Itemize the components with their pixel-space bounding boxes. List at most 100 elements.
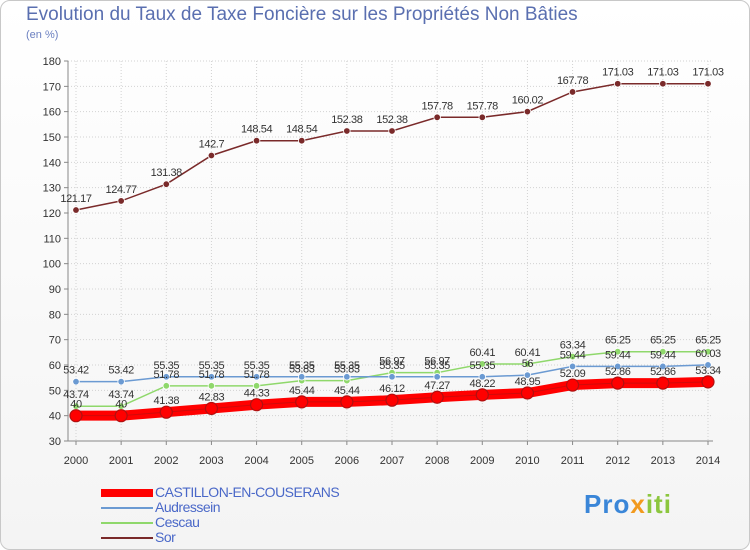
x-tick-label: 2003 [199,455,223,467]
data-label: 55.35 [379,360,405,372]
data-label: 157.78 [422,100,454,112]
data-label: 152.38 [376,114,408,126]
data-label: 60.03 [695,348,721,360]
data-label: 55.35 [470,360,496,372]
y-tick-label: 60 [49,360,61,372]
data-point [69,409,83,423]
data-label: 46.12 [379,383,405,395]
y-tick-label: 110 [43,233,61,245]
data-label: 157.78 [467,100,499,112]
data-label: 53.42 [63,365,89,377]
data-point [252,136,261,145]
data-label: 55.35 [199,360,225,372]
data-label: 52.86 [605,366,631,378]
data-point [343,373,351,381]
legend-swatch [101,489,153,497]
data-point [701,375,715,389]
data-label: 43.74 [108,389,134,401]
data-point [659,348,667,356]
x-tick-label: 2008 [425,455,449,467]
data-label: 65.25 [695,335,721,347]
series-line [75,82,708,211]
x-tick-label: 2002 [154,455,178,467]
y-tick-label: 80 [49,309,61,321]
data-point [659,80,667,88]
data-point [704,80,712,88]
data-label: 55.35 [154,360,180,372]
data-point [614,362,622,371]
data-label: 45.44 [334,385,360,397]
data-label: 148.54 [241,124,273,136]
x-tick-label: 2001 [109,455,133,467]
data-point [207,382,216,390]
x-tick-label: 2005 [289,455,313,467]
legend-label: CASTILLON-EN-COUSERANS [155,484,340,500]
y-tick-label: 130 [43,183,61,195]
data-label: 65.25 [650,335,676,347]
data-point [114,409,128,423]
y-tick-label: 100 [43,259,61,271]
data-label: 45.44 [289,385,315,397]
data-point [298,136,306,145]
data-point [252,373,261,381]
data-label: 63.34 [560,340,586,352]
data-label: 40 [70,399,82,411]
data-point [252,382,261,390]
data-label: 53.42 [108,365,134,377]
data-point [162,373,170,381]
data-label: 48.95 [515,376,541,388]
data-label: 56 [522,358,534,370]
data-point [162,382,170,390]
data-point [523,371,532,379]
data-point [614,80,622,88]
data-label: 60.41 [515,347,541,359]
data-label: 52.86 [650,366,676,378]
data-point [478,360,486,368]
data-label: 56.97 [424,356,450,368]
x-tick-label: 2007 [380,455,404,467]
data-label: 171.03 [647,67,679,79]
x-tick-label: 2004 [244,455,268,467]
data-point [343,127,351,135]
y-tick-label: 30 [49,436,61,448]
data-point [704,361,712,369]
data-point [475,388,489,402]
x-tick-label: 2006 [335,455,359,467]
data-label: 51.78 [244,369,270,381]
data-point [385,393,399,407]
proxiti-logo: Proxiti [584,489,672,519]
data-point [568,88,577,96]
data-label: 121.17 [60,193,92,205]
data-point [659,362,667,371]
data-label: 41.38 [154,395,180,407]
y-tick-label: 160 [43,107,61,119]
data-label: 59.44 [560,349,586,361]
data-label: 53.83 [334,364,360,376]
data-point [568,352,577,361]
data-label: 53.34 [695,365,721,377]
data-label: 152.38 [331,114,363,126]
data-label: 55.35 [289,360,315,372]
data-point [568,362,577,371]
x-tick-label: 2013 [651,455,675,467]
y-tick-label: 90 [49,284,61,296]
data-label: 124.77 [106,184,138,196]
data-label: 171.03 [602,67,634,79]
data-label: 53.83 [289,364,315,376]
y-tick-label: 120 [43,208,61,220]
data-point [614,348,622,356]
x-tick-label: 2000 [64,455,88,467]
chart-title: Evolution du Taux de Taxe Foncière sur l… [26,4,578,25]
data-point [298,373,306,381]
y-tick-label: 40 [49,411,61,423]
data-label: 48.22 [470,378,496,390]
legend-label: Cescau [155,514,200,530]
data-label: 43.74 [63,389,89,401]
y-tick-label: 170 [43,81,61,93]
data-point [478,373,486,381]
x-tick-label: 2014 [696,455,720,467]
data-point [72,377,80,386]
y-tick-label: 140 [43,157,61,169]
data-label: 131.38 [151,167,183,179]
